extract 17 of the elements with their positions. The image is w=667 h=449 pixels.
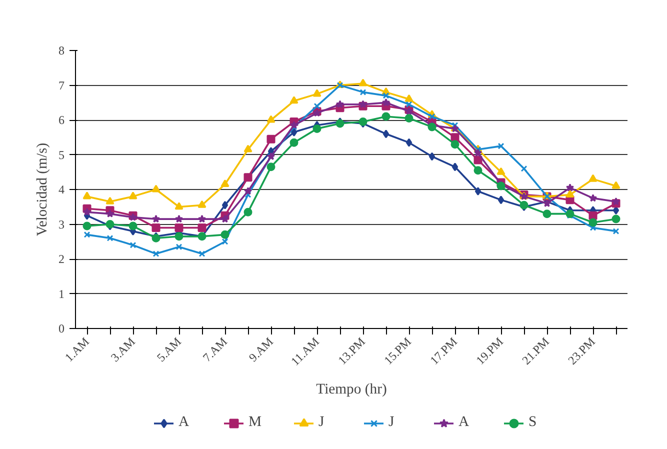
y-tick-label: 3	[58, 217, 64, 232]
legend-label: A	[178, 414, 190, 431]
y-tick-label: 2	[58, 252, 64, 266]
y-tick-label: 6	[58, 113, 64, 127]
y-tick-label: 1	[58, 286, 64, 301]
y-tick-label: 4	[58, 182, 64, 196]
legend-label: M	[248, 414, 263, 431]
legend-label: J	[318, 414, 326, 431]
legend-label: J	[388, 414, 396, 431]
y-tick-label: 8	[58, 44, 64, 58]
legend-label: A	[458, 414, 470, 431]
y-tick-label: 7	[58, 78, 64, 92]
y-tick-label: 0	[58, 322, 64, 336]
legend-label: S	[528, 414, 538, 431]
y-axis-title: Velocidad (m/s)	[34, 142, 50, 236]
x-axis-title: Tiempo (hr)	[316, 381, 387, 398]
y-tick-label: 5	[58, 148, 64, 162]
